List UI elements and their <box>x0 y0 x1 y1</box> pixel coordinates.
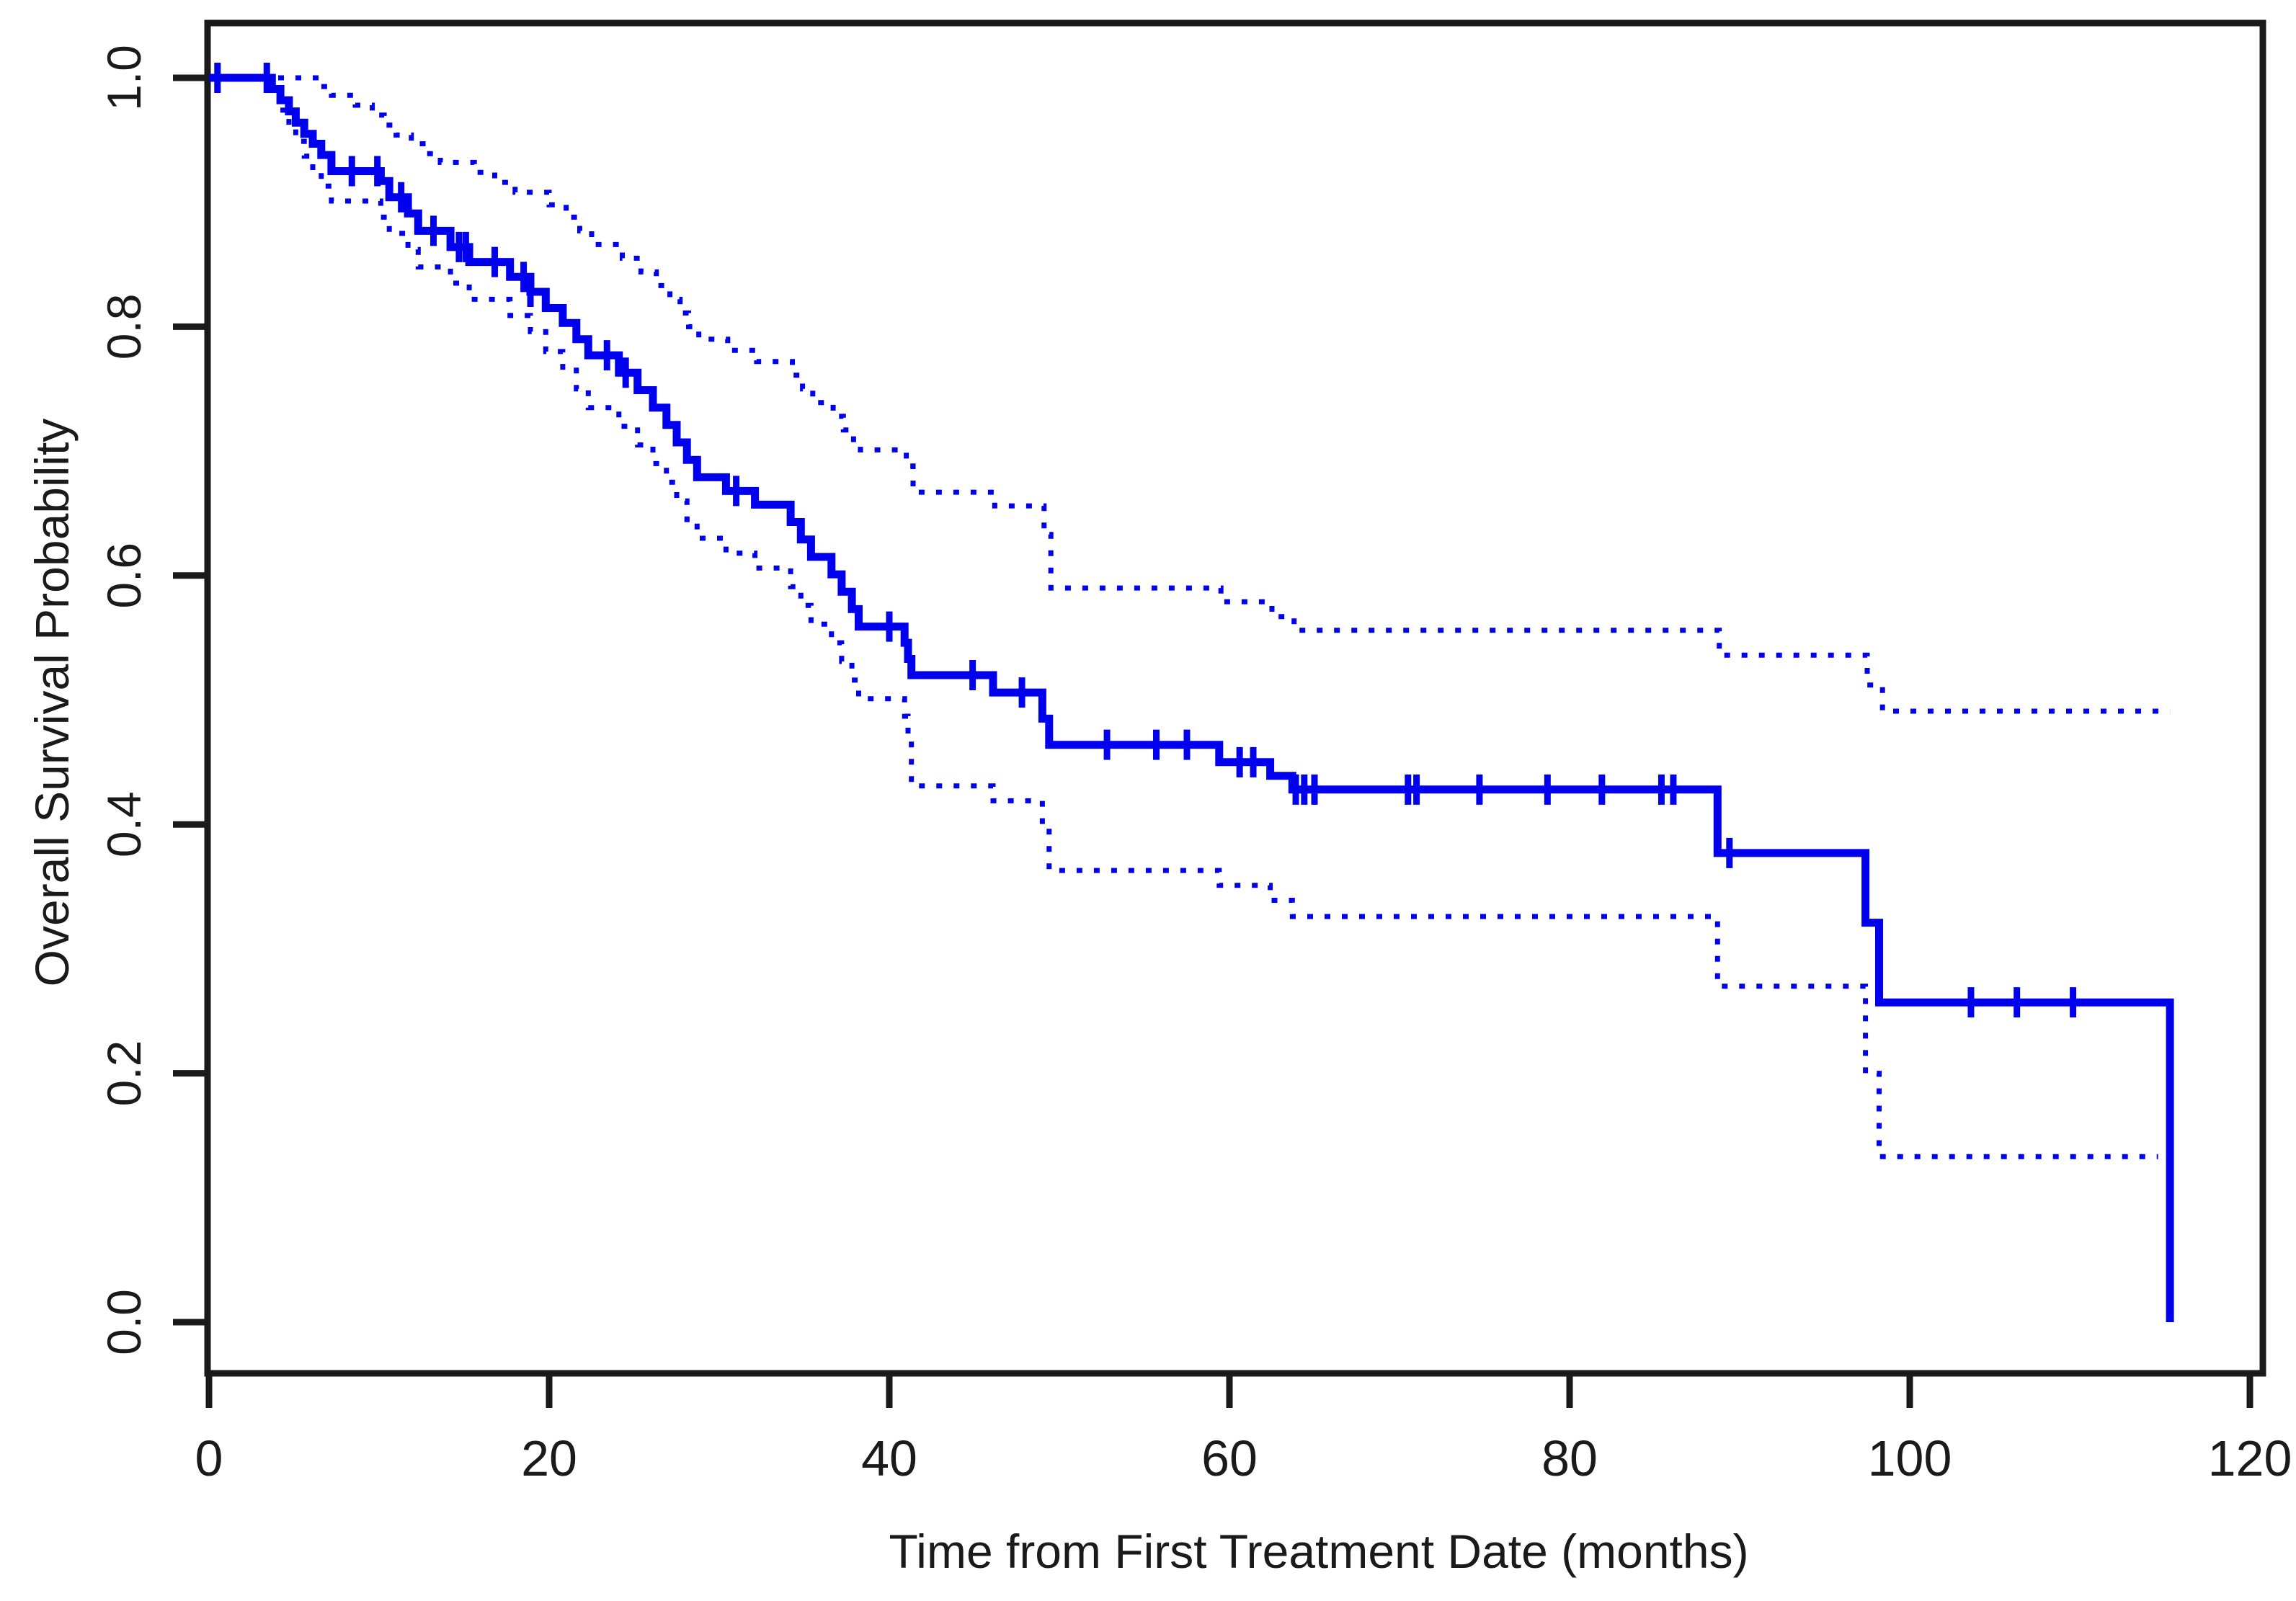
x-tick-label: 120 <box>2208 1430 2292 1486</box>
x-tick-label: 100 <box>1868 1430 1952 1486</box>
x-tick-label: 60 <box>1201 1430 1258 1486</box>
y-axis-title: Overall Survival Probability <box>25 418 79 987</box>
y-tick-label: 0.8 <box>97 294 151 360</box>
y-tick-label: 0.4 <box>97 791 151 857</box>
y-tick-label: 0.0 <box>97 1289 151 1355</box>
plot-box <box>204 19 2266 1377</box>
y-tick-label: 1.0 <box>97 45 151 111</box>
x-tick-label: 80 <box>1541 1430 1598 1486</box>
x-tick-label: 40 <box>861 1430 917 1486</box>
y-tick-label: 0.2 <box>97 1040 151 1107</box>
x-axis-title: Time from First Treatment Date (months) <box>889 1525 1749 1578</box>
upper-95-ci-curve <box>209 75 2171 714</box>
lower-95-ci-curve <box>209 75 2158 1159</box>
overall-survival-curve <box>209 73 2174 1322</box>
x-tick-label: 0 <box>195 1430 223 1486</box>
x-tick-label: 20 <box>521 1430 577 1486</box>
y-tick-label: 0.6 <box>97 543 151 609</box>
